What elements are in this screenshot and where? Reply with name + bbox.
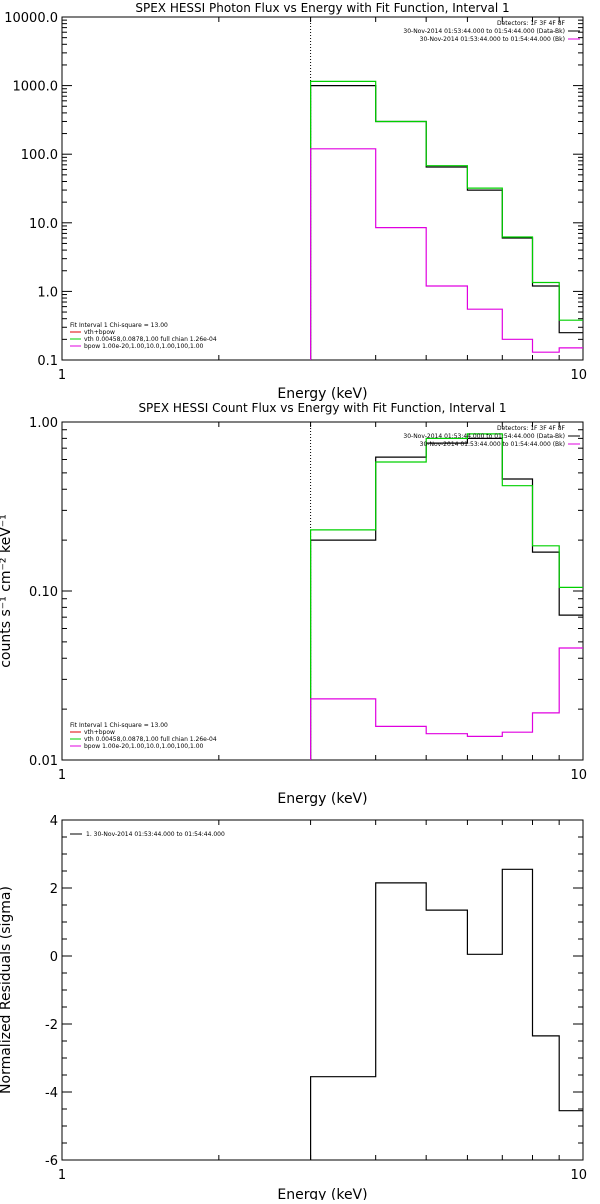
legend-entry: 30-Nov-2014 01:53:44.000 to 01:54:44.000… (420, 441, 565, 448)
legend-entry: vth 0.00458,0.0878,1.00 full chian 1.26e… (84, 336, 217, 343)
y-tick-label: 1000.0 (13, 80, 59, 95)
legend-entry: Fit Interval 1 Chi-square = 13.00 (70, 722, 168, 729)
panel-3: Energy (keV) Normalized Residuals (sigma)… (0, 814, 587, 1203)
series-vth-line (310, 433, 583, 760)
y-tick-label: 0.01 (29, 754, 58, 769)
plot-frame (61, 421, 584, 761)
y-tick-label: -6 (45, 1154, 58, 1169)
x-tick-label: 1 (58, 368, 66, 383)
x-axis-label: Energy (keV) (277, 1187, 367, 1200)
legend-entry: 30-Nov-2014 01:53:44.000 to 01:54:44.000… (403, 28, 565, 35)
legend-entry: Fit Interval 1 Chi-square = 13.00 (70, 322, 168, 329)
legend-entry: vth+bpow (84, 729, 115, 736)
series-data-line (310, 85, 583, 360)
x-tick-label: 10 (570, 368, 587, 383)
y-tick-label: -4 (45, 1086, 58, 1101)
plot-frame (61, 16, 584, 361)
y-tick-label: -2 (45, 1018, 58, 1033)
x-axis-label: Energy (keV) (277, 791, 367, 807)
panel-2: SPEX HESSI Count Flux vs Energy with Fit… (0, 401, 587, 807)
series-data-line (310, 437, 583, 760)
series-vth-line (310, 80, 583, 360)
chart-title: SPEX HESSI Count Flux vs Energy with Fit… (138, 401, 506, 415)
legend-entry: vth 0.00458,0.0878,1.00 full chian 1.26e… (84, 736, 217, 743)
x-tick-label: 10 (570, 1168, 587, 1183)
x-axis-label: Energy (keV) (277, 386, 367, 402)
legend-entry: bpow 1.00e-20,1.00,10.0,1.00,100,1.00 (84, 743, 204, 750)
y-axis-label: counts s⁻¹ cm⁻² keV⁻¹ (0, 514, 14, 668)
panel-1: SPEX HESSI Photon Flux vs Energy with Fi… (4, 1, 587, 402)
legend-entry: Detectors: 1F 3F 4F 8F (497, 425, 566, 432)
y-tick-label: 10000.0 (4, 11, 58, 26)
chart-title: SPEX HESSI Photon Flux vs Energy with Fi… (135, 1, 509, 15)
y-axis-label: Normalized Residuals (sigma) (0, 886, 14, 1094)
y-tick-label: 0.10 (29, 585, 58, 600)
series-data-line (310, 868, 583, 1160)
legend-entry: 30-Nov-2014 01:53:44.000 to 01:54:44.000… (420, 36, 565, 43)
y-tick-label: 0.1 (37, 354, 58, 369)
y-tick-label: 1.00 (29, 416, 58, 431)
series-bpow-line (310, 148, 583, 360)
x-tick-label: 1 (58, 1168, 66, 1183)
legend-entry: 1. 30-Nov-2014 01:53:44.000 to 01:54:44.… (86, 831, 225, 838)
legend-entry: 30-Nov-2014 01:53:44.000 to 01:54:44.000… (403, 433, 565, 440)
x-tick-label: 10 (570, 768, 587, 783)
legend-entry: Detectors: 1F 3F 4F 8F (497, 20, 566, 27)
legend-entry: bpow 1.00e-20,1.00,10.0,1.00,100,1.00 (84, 343, 204, 350)
y-tick-label: 0 (50, 950, 58, 965)
y-tick-label: 4 (50, 814, 58, 829)
y-tick-label: 100.0 (21, 148, 58, 163)
y-tick-label: 10.0 (29, 217, 58, 232)
legend-entry: vth+bpow (84, 329, 115, 336)
y-tick-label: 2 (50, 882, 58, 897)
series-bpow-line (310, 647, 583, 760)
plot-frame (61, 819, 584, 1161)
y-tick-label: 1.0 (37, 285, 58, 300)
x-tick-label: 1 (58, 768, 66, 783)
